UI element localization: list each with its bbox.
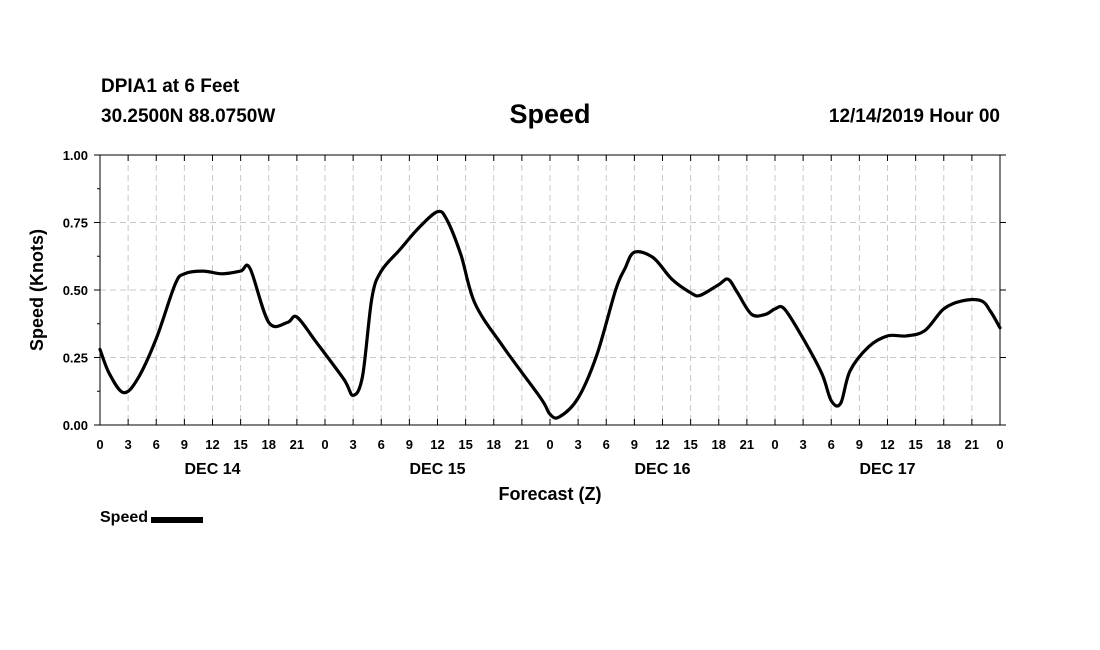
x-tick-label: 6 <box>603 437 610 452</box>
x-tick-label: 6 <box>378 437 385 452</box>
x-tick-label: 12 <box>430 437 444 452</box>
grid-layer <box>100 155 1000 425</box>
x-tick-label: 3 <box>125 437 132 452</box>
plot-frame <box>99 154 1001 426</box>
x-tick-label: 12 <box>655 437 669 452</box>
x-tick-label: 9 <box>856 437 863 452</box>
y-tick-label: 0.00 <box>63 418 88 433</box>
x-tick-label: 0 <box>321 437 328 452</box>
legend-label: Speed <box>100 509 149 526</box>
station-label: DPIA1 at 6 Feet <box>101 76 240 97</box>
y-tick-label: 1.00 <box>63 148 88 163</box>
x-tick-label: 9 <box>181 437 188 452</box>
y-axis-title: Speed (Knots) <box>27 229 47 351</box>
x-tick-label: 21 <box>515 437 529 452</box>
x-tick-label: 21 <box>290 437 304 452</box>
x-tick-label: 9 <box>406 437 413 452</box>
day-label: DEC 16 <box>634 461 690 478</box>
x-tick-label: 15 <box>233 437 247 452</box>
speed-series-line <box>98 209 1002 420</box>
y-tick-label: 0.50 <box>63 283 88 298</box>
x-tick-label: 3 <box>350 437 357 452</box>
x-tick-label: 15 <box>458 437 472 452</box>
x-tick-label: 18 <box>937 437 951 452</box>
x-tick-label: 21 <box>740 437 754 452</box>
legend-swatch <box>151 516 204 523</box>
x-tick-label: 0 <box>96 437 103 452</box>
forecast-datetime: 12/14/2019 Hour 00 <box>828 106 1000 127</box>
x-tick-label: 18 <box>262 437 276 452</box>
x-tick-label: 6 <box>828 437 835 452</box>
x-tick-label: 21 <box>965 437 979 452</box>
label-layer: 0 3 6 9 12 15 18 21 0 3 6 9 12 15 18 21 0 3 6 9 12 15 18 21 0 3 6 9… <box>63 148 1004 478</box>
x-tick-label: 3 <box>800 437 807 452</box>
x-axis-title: Forecast (Z) <box>498 484 601 504</box>
coordinates-label: 30.2500N 88.0750W <box>101 106 276 127</box>
x-tick-label: 0 <box>996 437 1003 452</box>
x-tick-label: 0 <box>546 437 553 452</box>
x-tick-label: 6 <box>153 437 160 452</box>
x-tick-label: 15 <box>683 437 697 452</box>
x-tick-label: 12 <box>880 437 894 452</box>
day-label: DEC 17 <box>859 461 915 478</box>
x-tick-label: 12 <box>205 437 219 452</box>
day-label: DEC 14 <box>184 461 240 478</box>
x-tick-label: 3 <box>575 437 582 452</box>
x-tick-label: 9 <box>631 437 638 452</box>
legend: Speed <box>100 509 204 527</box>
x-tick-label: 0 <box>771 437 778 452</box>
x-tick-label: 18 <box>712 437 726 452</box>
x-tick-label: 15 <box>908 437 922 452</box>
y-tick-label: 0.75 <box>63 216 88 231</box>
day-label: DEC 15 <box>409 461 465 478</box>
chart-title: Speed <box>509 99 591 129</box>
x-tick-label: 18 <box>487 437 501 452</box>
y-tick-label: 0.25 <box>63 351 88 366</box>
